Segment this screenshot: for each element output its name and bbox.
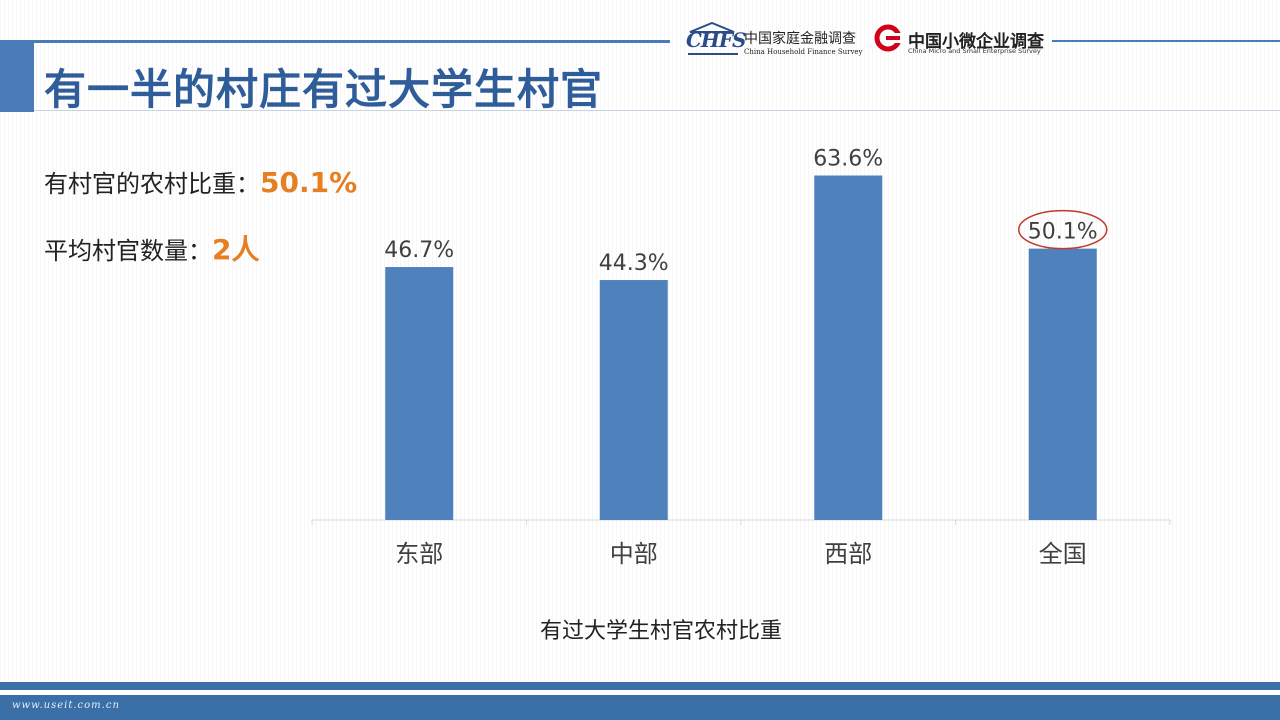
stat-label: 有村官的农村比重： — [44, 170, 260, 198]
stat-value: 50.1% — [260, 166, 358, 199]
x-axis-title: 有过大学生村官农村比重 — [540, 619, 782, 644]
x-tick-label: 中部 — [610, 540, 658, 568]
chfs-logo-mark: CHFS — [686, 28, 746, 52]
footer-gap — [0, 690, 1280, 695]
stat-value: 2人 — [212, 233, 260, 266]
bar-3 — [814, 175, 883, 520]
highlight-circle — [1018, 209, 1108, 250]
bar-2 — [599, 280, 668, 520]
title-accent-bar — [0, 40, 34, 112]
footer-band — [0, 695, 1280, 720]
chfs-logo-en: China Household Finance Survey — [744, 48, 863, 56]
sme-logo-icon — [874, 24, 902, 52]
stat-village-official-share: 有村官的农村比重：50.1% — [44, 164, 357, 199]
x-tick-label: 全国 — [1039, 540, 1087, 568]
data-label: 50.1% — [1028, 220, 1098, 245]
x-tick-label: 西部 — [824, 540, 872, 568]
footer-band — [0, 682, 1280, 690]
stat-label: 平均村官数量： — [44, 237, 212, 265]
title-rule-right — [1052, 40, 1280, 42]
title-underline — [34, 110, 1280, 111]
sme-survey-logo: 中国小微企业调查 China Micro and Small Enterpris… — [874, 24, 1046, 58]
footer-url: www.useit.com.cn — [12, 700, 120, 711]
x-tick-label: 东部 — [395, 540, 443, 568]
bar-1 — [385, 267, 454, 520]
title-rule-top — [34, 40, 670, 43]
data-label: 63.6% — [813, 147, 883, 172]
bar-4 — [1028, 248, 1097, 520]
stat-average-official-count: 平均村官数量：2人 — [44, 228, 259, 268]
chfs-logo-cn: 中国家庭金融调查 — [744, 31, 856, 47]
house-roof-icon — [688, 22, 738, 55]
data-label: 46.7% — [384, 238, 454, 263]
sme-logo-cn: 中国小微企业调查 — [908, 32, 1044, 52]
chfs-logo: CHFS 中国家庭金融调查 China Household Finance Su… — [684, 22, 863, 60]
sme-logo-en: China Micro and Small Enterprise Survey — [908, 47, 1041, 55]
data-label: 44.3% — [599, 251, 669, 276]
page-title: 有一半的村庄有过大学生村官 — [44, 65, 604, 114]
